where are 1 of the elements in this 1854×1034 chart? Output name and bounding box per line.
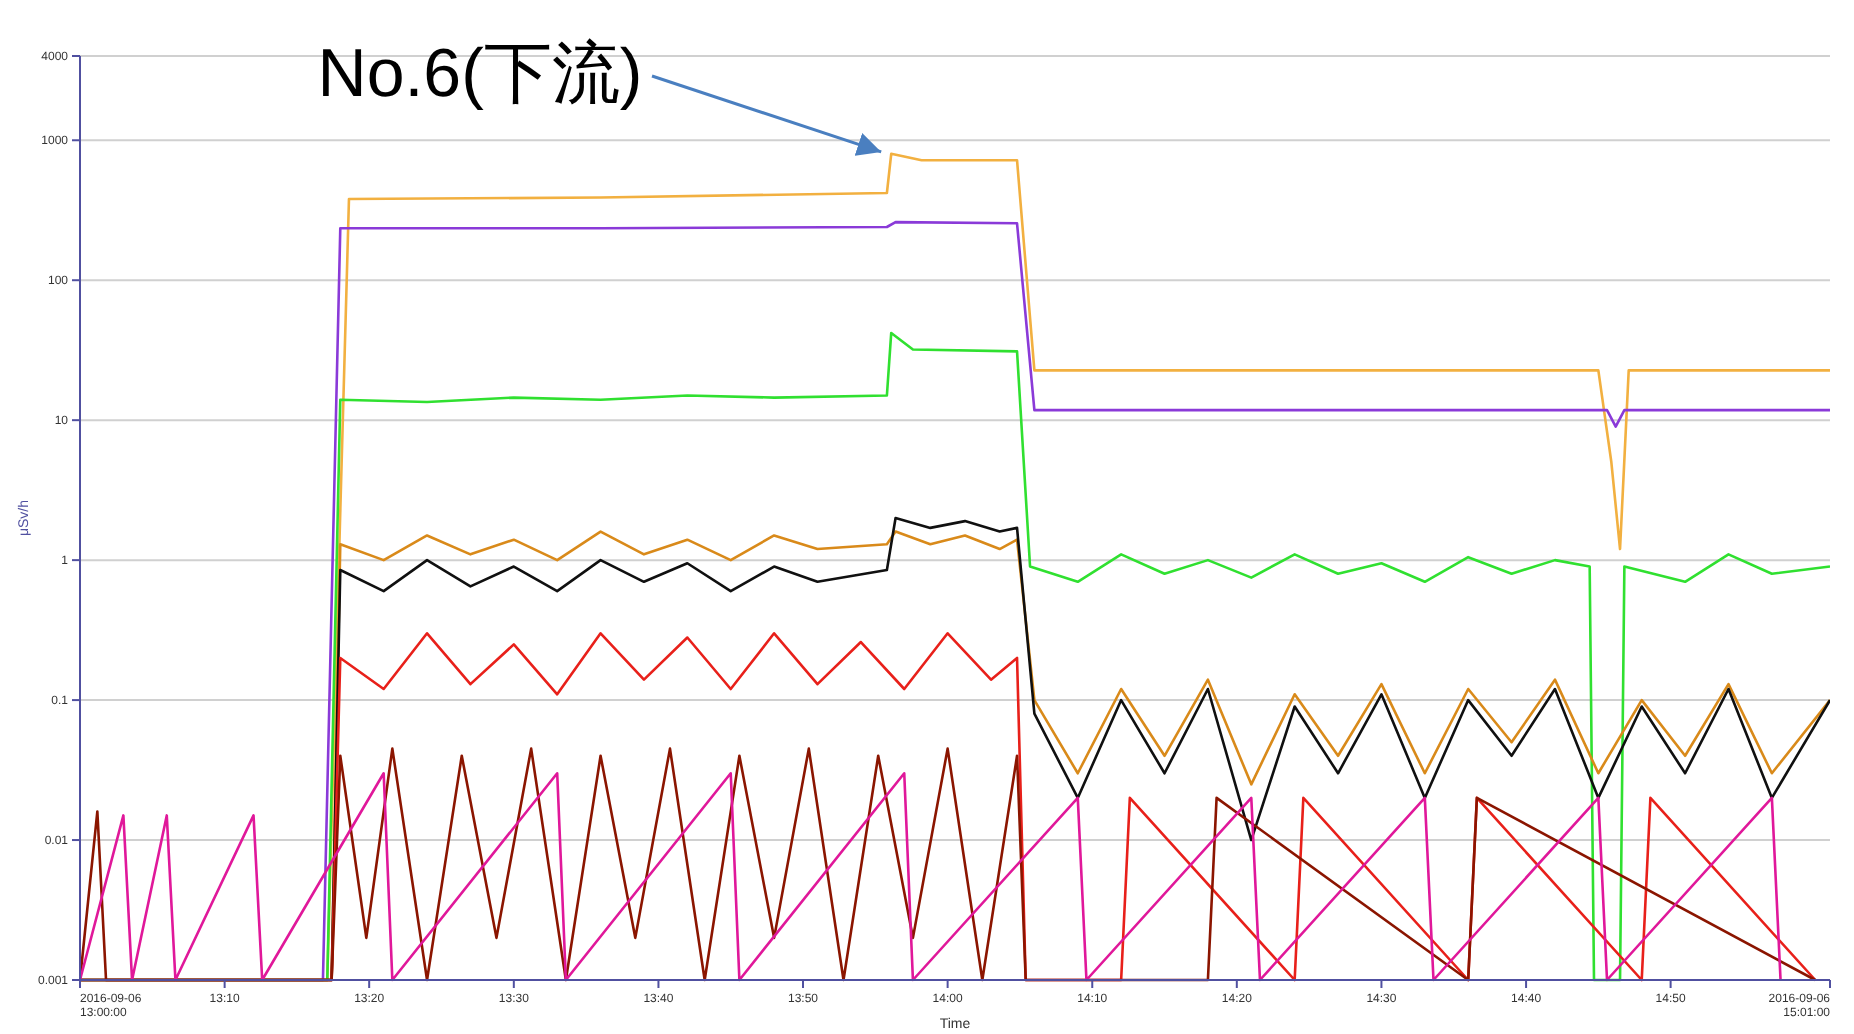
annotation: No.6(下流) [317,36,643,112]
